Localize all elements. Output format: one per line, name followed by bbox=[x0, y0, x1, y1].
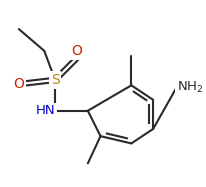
Text: HN: HN bbox=[35, 104, 55, 117]
Text: NH$_2$: NH$_2$ bbox=[177, 80, 203, 95]
Text: S: S bbox=[51, 73, 60, 87]
Text: O: O bbox=[71, 44, 82, 58]
Text: O: O bbox=[13, 76, 24, 91]
